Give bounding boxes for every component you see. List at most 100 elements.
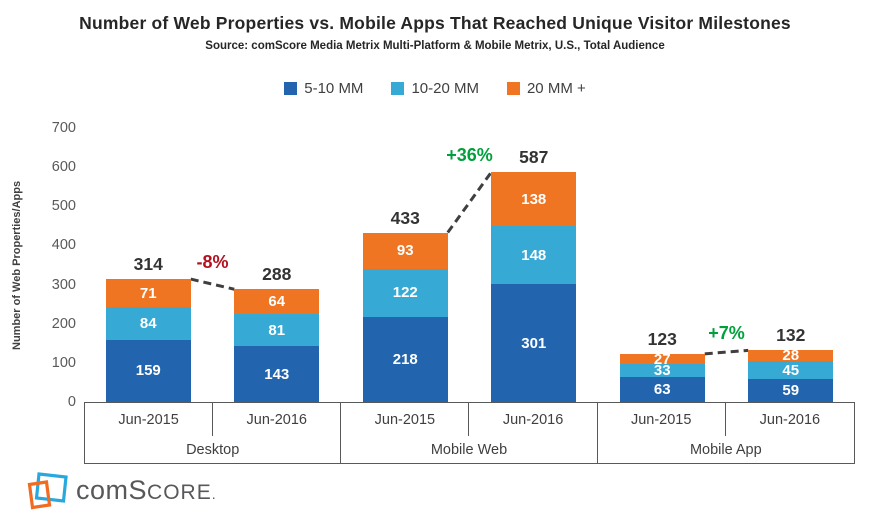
segment-value-label: 64: [268, 293, 286, 311]
bar-column-mobileapp-jun2015: 123 27 33 63: [598, 128, 727, 402]
segment-value-label: 81: [268, 321, 286, 339]
bar-total-label: 132: [776, 325, 806, 346]
bar-segment-20mm-plus: 138: [491, 172, 577, 227]
x-axis-label: Jun-2016: [759, 411, 821, 428]
bar-total-label: 587: [519, 147, 549, 168]
bar-segment-10-20mm: 148: [491, 226, 577, 285]
legend-item-10-20mm: 10-20 MM: [391, 80, 479, 97]
legend-swatch-10-20mm-icon: [391, 82, 405, 95]
change-connector-line: [190, 277, 235, 291]
x-axis-label: Jun-2015: [598, 403, 726, 436]
bar-segment-20mm-plus: 93: [362, 232, 448, 269]
bar-column-desktop-jun2015: 314 71 84 159: [84, 128, 213, 402]
segment-value-label: 84: [139, 314, 157, 332]
bar-segment-20mm-plus: 64: [234, 289, 320, 315]
segment-value-label: 71: [139, 284, 157, 302]
bar-column-mobileweb-jun2015: 433 93 122 218: [341, 128, 470, 402]
segment-value-label: 218: [392, 350, 418, 368]
bar-total-label: 288: [262, 264, 292, 285]
y-axis-tick-label: 300: [51, 276, 76, 293]
y-axis-tick-label: 600: [51, 159, 76, 176]
bar-segment-10-20mm: 33: [619, 363, 705, 378]
comscore-logo-text: com S CORE.: [76, 475, 216, 506]
bar-segment-10-20mm: 84: [105, 306, 191, 340]
bars-container: 314 71 84 159 288 64 81 143 433: [84, 128, 855, 402]
legend-swatch-5-10mm-icon: [284, 82, 298, 95]
x-axis-label: Jun-2016: [469, 403, 598, 436]
segment-value-label: 93: [396, 242, 414, 260]
bar-column-mobileweb-jun2016: 587 138 148 301: [470, 128, 599, 402]
bar-segment-10-20mm: 81: [234, 314, 320, 346]
stacked-bar: 28 45 59: [748, 347, 834, 402]
segment-value-label: 159: [135, 362, 161, 380]
bar-column-mobileapp-jun2016: 132 28 45 59: [727, 128, 856, 402]
x-axis-group-row: Desktop Mobile Web Mobile App: [85, 436, 854, 463]
bar-segment-5-10mm: 301: [491, 284, 577, 402]
y-axis-tick-label: 200: [51, 315, 76, 332]
legend-item-20mm-plus: 20 MM +: [506, 80, 586, 97]
bar-segment-5-10mm: 143: [234, 346, 320, 402]
chart-title: Number of Web Properties vs. Mobile Apps…: [79, 13, 791, 33]
segment-value-label: 148: [521, 246, 547, 264]
legend-swatch-20mm-plus-icon: [506, 82, 520, 95]
segment-value-label: 143: [264, 365, 290, 383]
bar-total-label: 433: [390, 207, 420, 228]
y-axis-tick-label: 0: [67, 394, 76, 410]
comscore-logo-icon: [27, 472, 68, 510]
segment-value-label: 27: [653, 350, 671, 368]
bar-segment-5-10mm: 59: [748, 378, 834, 402]
bar-segment-20mm-plus: 28: [748, 347, 834, 365]
segment-value-label: 28: [782, 347, 800, 365]
y-axis-tick-label: 400: [51, 237, 76, 254]
bar-segment-20mm-plus: 27: [619, 350, 705, 368]
y-axis-tick-label: 500: [51, 198, 76, 215]
bar-column-desktop-jun2016: 288 64 81 143: [213, 128, 342, 402]
y-axis-tick-labels: 0 100 200 300 400 500 600 700: [0, 120, 76, 410]
x-axis-label: Jun-2016: [213, 403, 342, 436]
stacked-bar: 64 81 143: [234, 289, 320, 402]
change-connector-lines: [190, 171, 749, 356]
legend-label: 10-20 MM: [411, 80, 479, 97]
logo-text-dot: .: [211, 485, 217, 502]
comscore-logo: com S CORE.: [26, 470, 216, 510]
segment-value-label: 63: [653, 381, 671, 399]
bar-total-label: 123: [647, 328, 677, 349]
x-axis-label: Jun-2015: [85, 403, 214, 436]
segment-value-label: 122: [392, 284, 418, 302]
x-axis-category-table: Jun-2015 Jun-2016 Jun-2015 Jun-2016 Jun-…: [84, 402, 855, 464]
change-connector-line: [704, 348, 749, 356]
plot-area: 314 71 84 159 288 64 81 143 433: [84, 128, 855, 402]
bar-segment-20mm-plus: 71: [105, 279, 191, 307]
bar-segment-5-10mm: 63: [619, 377, 705, 402]
segment-value-label: 59: [782, 381, 800, 399]
stacked-bar: 27 33 63: [619, 350, 705, 402]
pct-change-label-mobileapp: +7%: [708, 323, 745, 344]
x-axis-group-label: Desktop: [85, 436, 342, 463]
segment-value-label: 45: [782, 361, 800, 379]
segment-value-label: 138: [521, 190, 547, 208]
x-axis-month-row: Jun-2015 Jun-2016 Jun-2015 Jun-2016 Jun-…: [85, 403, 854, 436]
stacked-bar: 93 122 218: [362, 232, 448, 402]
y-axis-tick-label: 100: [51, 354, 76, 371]
pct-change-label-mobileweb: +36%: [446, 145, 493, 166]
bar-segment-10-20mm: 122: [362, 268, 448, 317]
logo-text-com: com: [76, 474, 129, 505]
bar-segment-5-10mm: 159: [105, 339, 191, 402]
x-axis-label: Jun-2015: [341, 403, 470, 436]
segment-value-label: 301: [521, 334, 547, 352]
x-axis-group-label: Mobile App: [689, 441, 762, 458]
bar-segment-10-20mm: 45: [748, 361, 834, 379]
bar-total-label: 314: [133, 254, 163, 275]
legend-item-5-10mm: 5-10 MM: [284, 80, 363, 97]
legend-label: 5-10 MM: [304, 80, 364, 97]
x-axis-group-label: Mobile Web: [341, 436, 598, 463]
y-axis-tick-label: 700: [51, 120, 76, 136]
stacked-bar: 138 148 301: [491, 172, 577, 402]
bar-segment-5-10mm: 218: [362, 316, 448, 402]
chart-source-subtitle: Source: comScore Media Metrix Multi-Plat…: [205, 40, 665, 52]
stacked-bar: 71 84 159: [105, 279, 191, 402]
chart-legend: 5-10 MM 10-20 MM 20 MM +: [0, 80, 870, 97]
logo-text-s: S: [128, 474, 148, 505]
logo-text-core: CORE: [147, 480, 212, 504]
